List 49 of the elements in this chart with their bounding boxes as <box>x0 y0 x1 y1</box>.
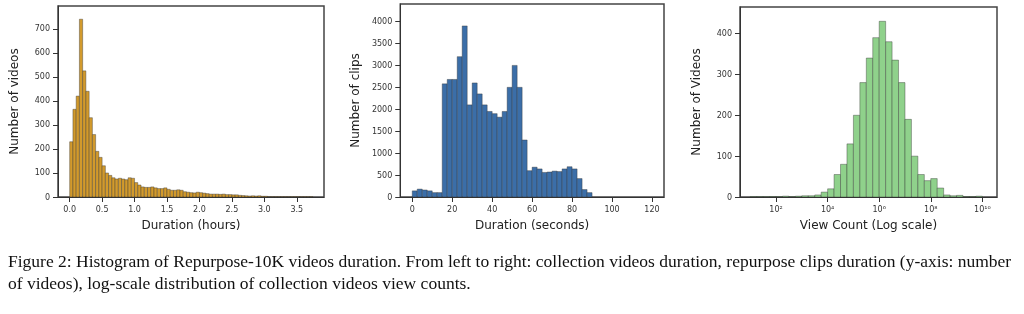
x-tick-label: 2.0 <box>193 204 206 214</box>
x-tick-label: 1.5 <box>160 204 174 214</box>
y-tick-label: 4000 <box>371 17 393 27</box>
y-tick-label: 700 <box>34 24 50 34</box>
y-tick-label: 500 <box>34 72 50 82</box>
x-tick-label: 20 <box>447 204 458 214</box>
y-axis-title: Number of clips <box>348 53 362 148</box>
y-axis-title: Number of videos <box>7 48 21 155</box>
y-axis-title: Number of Videos <box>689 48 703 156</box>
y-tick-label: 0 <box>726 192 732 202</box>
x-tick-label: 60 <box>527 204 538 214</box>
x-tick-label: 0.5 <box>95 204 109 214</box>
x-tick-label: 10⁴ <box>820 204 835 214</box>
caption: Figure 2: Histogram of Repurpose-10K videos duration. From left to right: collection videos duration, repurpose clips duration (y-axis: number of videos), log-scale distribution of collection videos view counts. <box>8 250 1013 294</box>
y-tick-label: 1500 <box>371 126 393 136</box>
x-axis-title: View Count (Log scale) <box>799 218 938 232</box>
y-tick-label: 3000 <box>371 60 393 70</box>
y-tick-label: 2000 <box>371 104 393 114</box>
y-tick-label: 400 <box>34 96 50 106</box>
y-tick-label: 100 <box>34 168 50 178</box>
y-tick-label: 200 <box>34 144 50 154</box>
x-tick-label: 0.0 <box>63 204 77 214</box>
x-tick-label: 10⁸ <box>924 204 938 214</box>
y-tick-label: 600 <box>34 48 50 58</box>
x-tick-label: 40 <box>487 204 498 214</box>
x-tick-label: 3.5 <box>290 204 304 214</box>
y-tick-label: 100 <box>716 151 732 161</box>
x-axis-title: Duration (seconds) <box>474 218 590 232</box>
y-tick-label: 200 <box>716 110 732 120</box>
x-axis-title: Duration (hours) <box>141 218 241 232</box>
y-tick-label: 400 <box>716 29 732 39</box>
x-tick-label: 10¹⁰ <box>974 204 991 214</box>
y-tick-label: 300 <box>716 69 732 79</box>
x-tick-label: 1.0 <box>128 204 141 214</box>
y-tick-label: 300 <box>34 120 50 130</box>
y-tick-label: 1000 <box>371 148 393 158</box>
x-tick-label: 80 <box>567 204 578 214</box>
x-tick-label: 120 <box>644 204 660 214</box>
y-tick-label: 0 <box>387 192 393 202</box>
y-tick-label: 2500 <box>371 82 393 92</box>
y-tick-label: 0 <box>44 192 50 202</box>
y-tick-label: 3500 <box>371 38 393 48</box>
y-tick-label: 500 <box>376 170 393 180</box>
x-tick-label: 2.5 <box>225 204 239 214</box>
x-tick-label: 10⁶ <box>872 204 886 214</box>
x-tick-label: 0 <box>409 204 415 214</box>
x-tick-label: 10² <box>769 204 783 214</box>
x-tick-label: 3.0 <box>257 204 271 214</box>
x-tick-label: 100 <box>604 204 620 214</box>
